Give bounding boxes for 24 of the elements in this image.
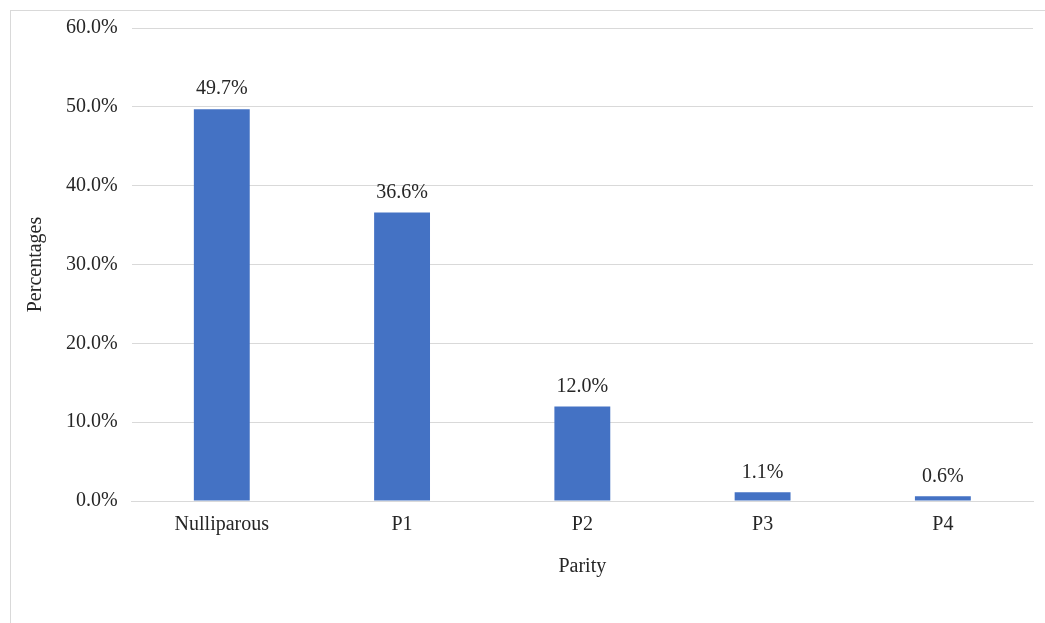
- y-axis-title: Percentages: [23, 216, 47, 313]
- x-tick-label: P1: [391, 512, 413, 535]
- y-tick-label: 10.0%: [65, 409, 118, 432]
- data-label: 1.1%: [741, 459, 784, 482]
- data-label: 49.7%: [195, 76, 248, 99]
- x-tick-label: P2: [571, 512, 593, 535]
- bar: [374, 212, 430, 501]
- bar: [554, 406, 611, 501]
- x-axis-title: Parity: [558, 554, 607, 578]
- y-tick-label: 30.0%: [65, 251, 118, 274]
- x-tick-label: P4: [932, 512, 954, 535]
- bar: [734, 492, 791, 501]
- data-label: 0.6%: [922, 463, 964, 486]
- y-tick-label: 40.0%: [65, 172, 118, 195]
- data-label: 12.0%: [556, 373, 609, 396]
- bar: [193, 109, 250, 501]
- y-tick-label: 50.0%: [65, 94, 118, 117]
- bar: [914, 496, 971, 501]
- y-tick-label: 20.0%: [65, 330, 118, 353]
- x-tick-label: Nulliparous: [174, 512, 270, 536]
- y-tick-label: 60.0%: [65, 15, 118, 38]
- y-tick-label: 0.0%: [75, 488, 118, 511]
- x-tick-label: P3: [752, 512, 774, 535]
- data-label: 36.6%: [376, 179, 428, 202]
